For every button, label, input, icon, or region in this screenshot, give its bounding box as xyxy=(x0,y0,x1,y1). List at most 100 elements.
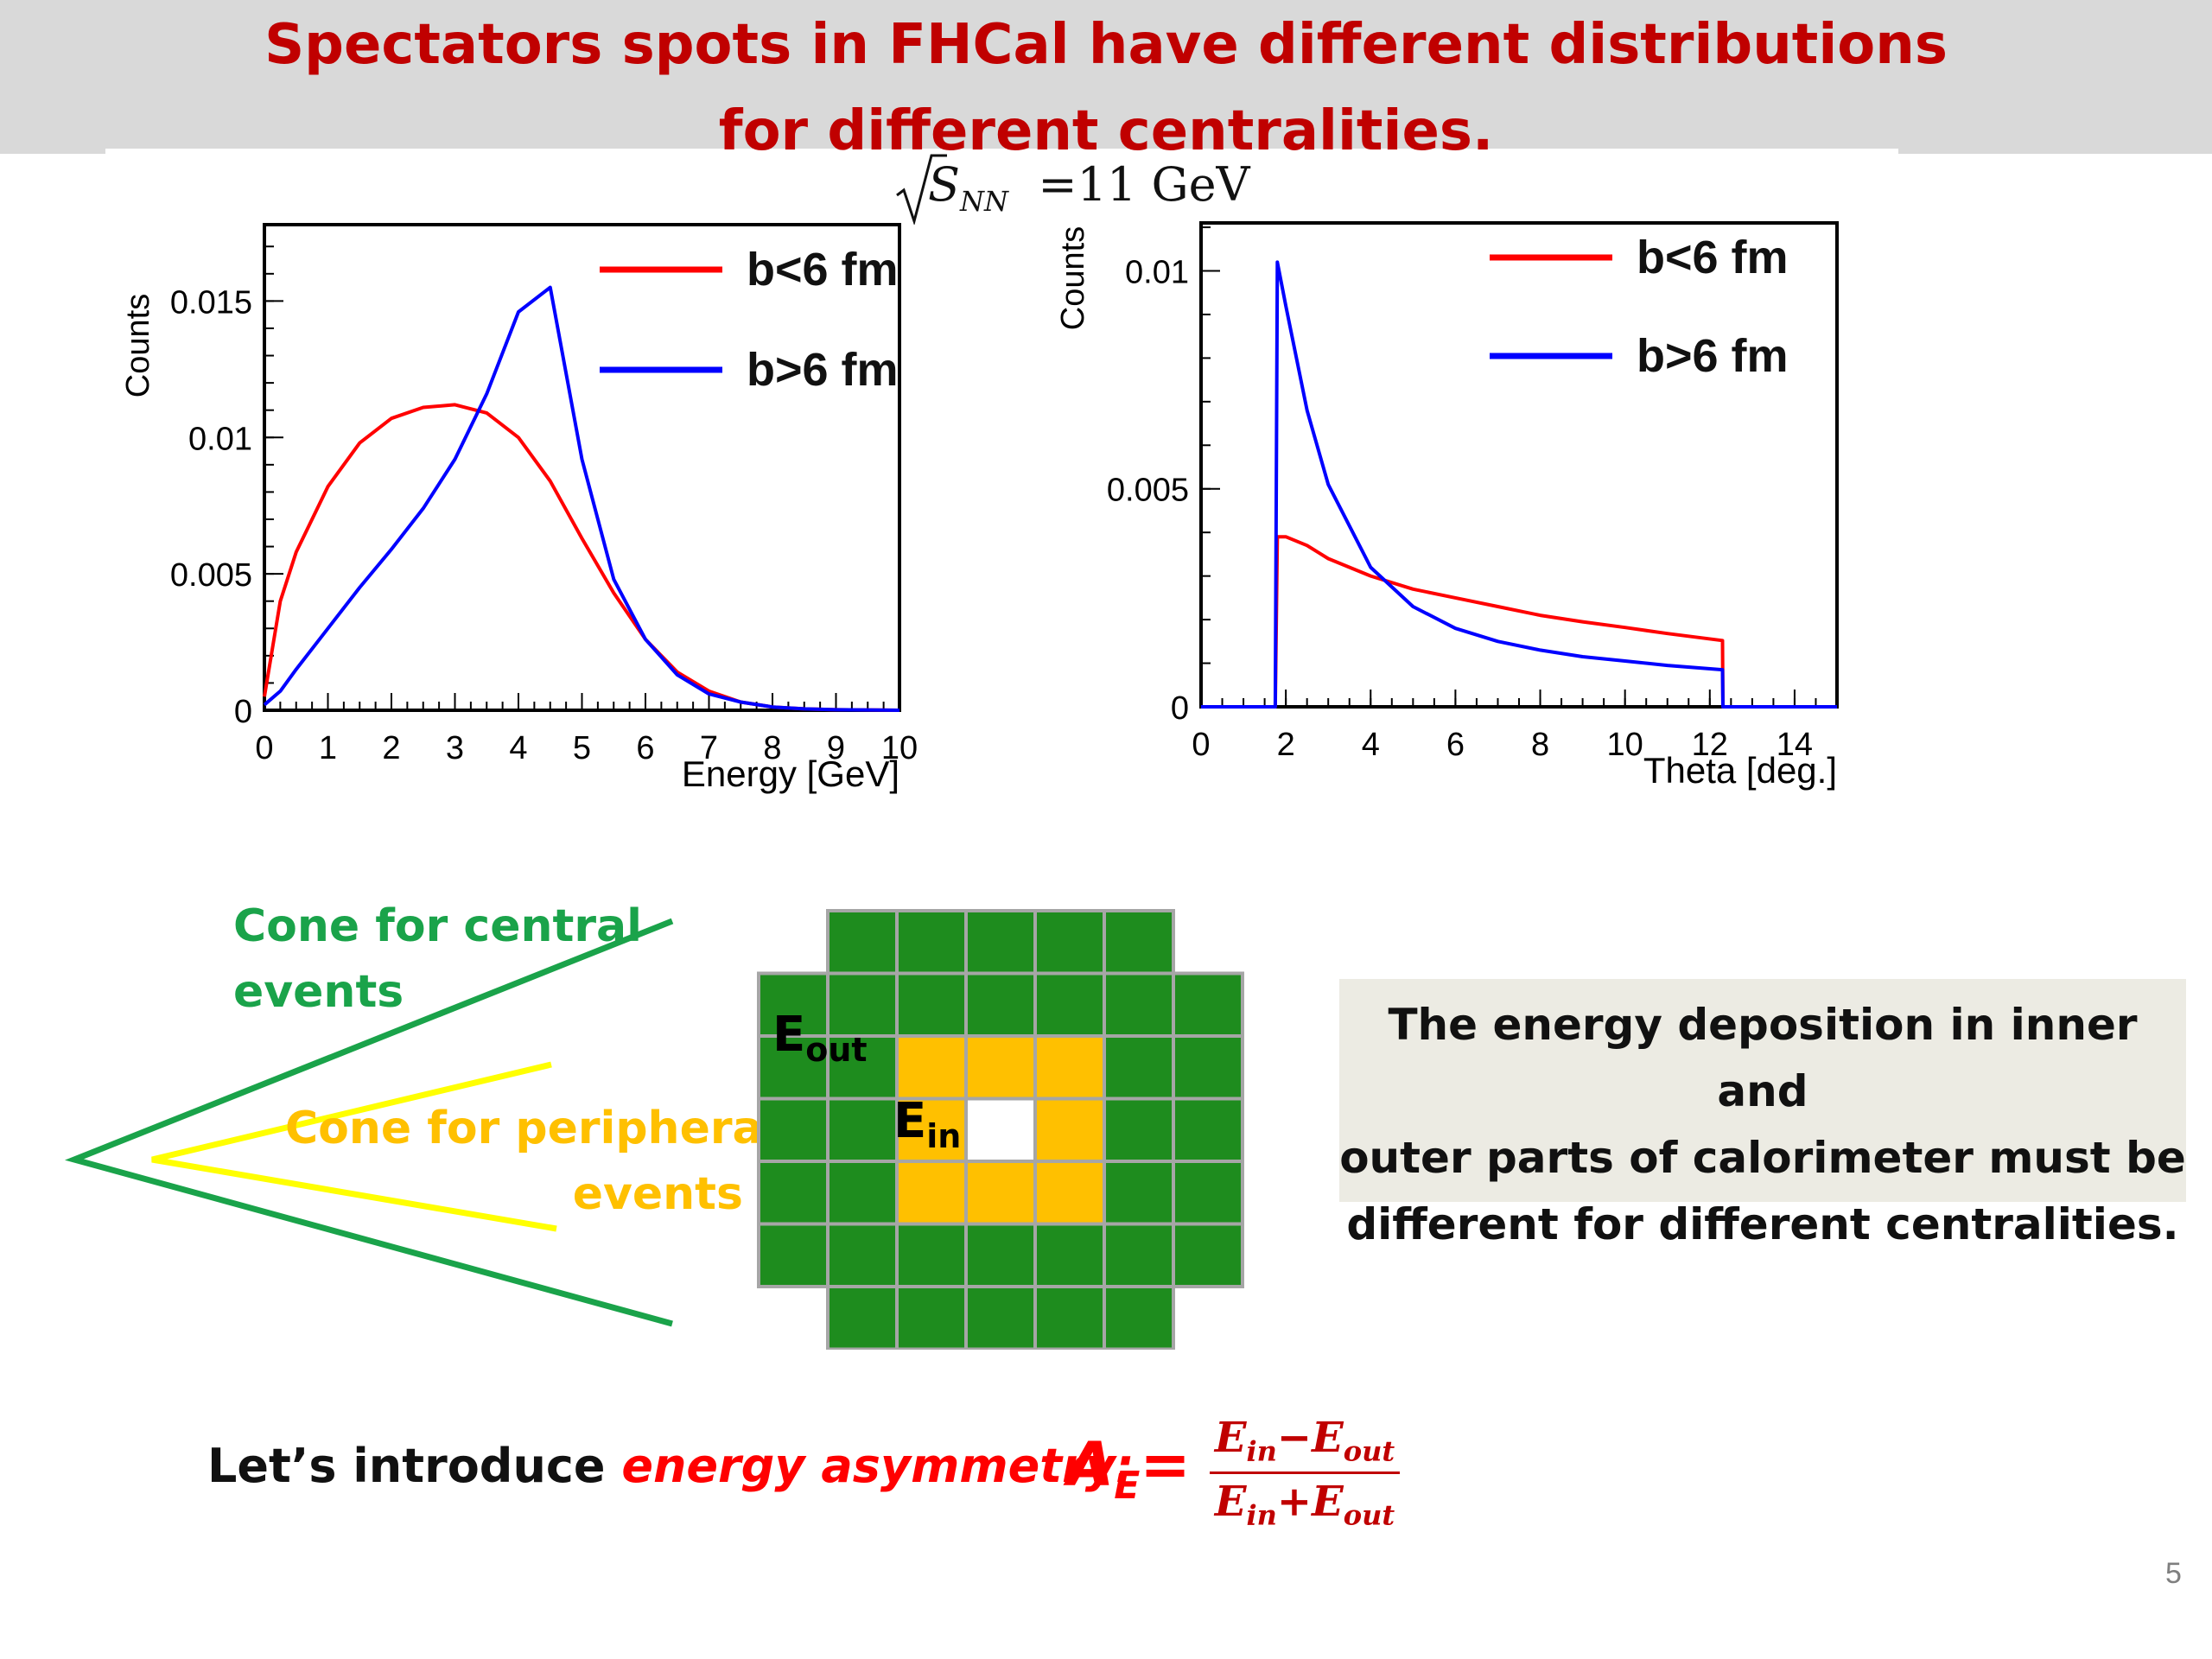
central-cone-label: Cone for central events xyxy=(233,893,642,1025)
outer-module xyxy=(1172,971,1244,1038)
theta-chart-series-b-gt-6fm xyxy=(1201,260,1837,709)
e-in-label: Ein xyxy=(893,1093,962,1156)
inner-module xyxy=(964,1160,1037,1226)
theta-chart-legend-label: b<6 fm xyxy=(1637,232,1789,283)
outer-module xyxy=(826,1160,899,1226)
outer-module xyxy=(1103,1222,1175,1288)
outer-module xyxy=(964,1285,1037,1350)
outer-module xyxy=(826,1096,899,1163)
title-band xyxy=(0,0,2212,154)
note-line-3: different for different centralities. xyxy=(1346,1199,2179,1249)
theta-chart-xtick-label: 8 xyxy=(1531,727,1549,763)
outer-module xyxy=(1033,1285,1106,1350)
energy-chart-xtick-label: 9 xyxy=(827,730,845,766)
energy-chart-ytick-label: 0.005 xyxy=(170,557,252,594)
outer-module xyxy=(1103,1285,1175,1350)
outer-module xyxy=(1033,971,1106,1038)
theta-chart-frame xyxy=(1199,221,1839,709)
title-line-1: Spectators spots in FHCal have different… xyxy=(264,13,1948,77)
theta-chart-series-b-lt-6fm xyxy=(1201,535,1837,709)
fraction-numerator: Ein−Eout xyxy=(1210,1414,1400,1474)
energy-chart-xtick-label: 6 xyxy=(636,730,654,766)
outer-module xyxy=(1103,1034,1175,1101)
outer-module xyxy=(826,1285,899,1350)
energy-chart-frame xyxy=(263,223,901,712)
outer-module xyxy=(895,1222,968,1288)
theta-chart-legend-label: b>6 fm xyxy=(1637,330,1789,382)
energy-chart-legend-label: b<6 fm xyxy=(747,244,899,296)
central-cone-label-line1: Cone for central xyxy=(233,900,642,952)
energy-chart: 0 1 2 3 4 5 6 7 8 9 10 0 0.005 0.01 0.015 b<6 fm b>6 fm… xyxy=(120,223,918,794)
energy-chart-ytick-label: 0.015 xyxy=(170,284,252,321)
sqrt-sign xyxy=(896,154,947,225)
outer-module xyxy=(895,1285,968,1350)
energy-chart-xtick-label: 3 xyxy=(446,730,464,766)
energy-value: =11 GeV xyxy=(1038,157,1250,212)
energy-chart-xtick-label: 4 xyxy=(509,730,527,766)
theta-chart-xtick-label: 2 xyxy=(1277,727,1295,763)
energy-chart-xtick-label: 10 xyxy=(881,730,918,766)
central-cone-lines xyxy=(65,918,674,1327)
outer-module xyxy=(1103,1096,1175,1163)
outer-module xyxy=(964,909,1037,976)
outer-module xyxy=(826,909,899,976)
energy-chart-xtick-label: 1 xyxy=(319,730,337,766)
peripheral-cone-label-line2: events xyxy=(572,1168,743,1220)
cone-diagram xyxy=(65,918,674,1327)
inner-module xyxy=(1033,1160,1106,1226)
intro-text: Let’s introduce xyxy=(207,1439,622,1493)
outer-module xyxy=(964,971,1037,1038)
theta-chart-ytick-label: 0 xyxy=(1171,690,1189,727)
page-number: 5 xyxy=(2165,1557,2182,1590)
outer-module xyxy=(895,971,968,1038)
theta-chart-ylabel: Counts xyxy=(1055,226,1091,330)
outer-module xyxy=(1172,1096,1244,1163)
central-cone-label-line2: events xyxy=(233,966,404,1018)
note-line-1: The energy deposition in inner and xyxy=(1388,1000,2138,1116)
outer-module xyxy=(826,971,899,1038)
theta-chart-xtick-label: 6 xyxy=(1446,727,1465,763)
outer-module xyxy=(895,909,968,976)
energy-chart-legend-label: b>6 fm xyxy=(747,344,899,396)
theta-chart-xtick-label: 0 xyxy=(1192,727,1210,763)
energy-chart-xtick-label: 0 xyxy=(255,730,273,766)
inner-module xyxy=(895,1034,968,1101)
inner-module xyxy=(895,1160,968,1226)
peripheral-cone-label-line1: Cone for peripheral xyxy=(285,1103,779,1154)
theta-chart-ytick-label: 0.005 xyxy=(1107,473,1189,509)
theta-chart-xtick-label: 4 xyxy=(1362,727,1380,763)
note-text: The energy deposition in inner and outer… xyxy=(1339,992,2186,1258)
title-underlay xyxy=(105,149,1898,166)
theta-chart-ytick-label: 0.01 xyxy=(1125,254,1189,290)
theta-chart-xtick-label: 10 xyxy=(1607,727,1643,763)
calorimeter-module-grid xyxy=(757,909,1244,1350)
energy-chart-ytick-label: 0 xyxy=(234,694,252,730)
e-out-label: Eout xyxy=(772,1007,868,1070)
outer-module xyxy=(757,1160,830,1226)
energy-symbol: S xyxy=(928,157,960,212)
outer-module xyxy=(1103,909,1175,976)
energy-chart-xtick-label: 7 xyxy=(700,730,718,766)
outer-module xyxy=(826,1222,899,1288)
note-line-2: outer parts of calorimeter must be xyxy=(1339,1133,2186,1183)
theta-chart: 0 2 4 6 8 10 12 14 0 0.005 0.01 b<6 fm b>6 fm Theta… xyxy=(1055,221,1839,791)
energy-chart-xlabel: Energy [GeV] xyxy=(682,753,899,794)
outer-module xyxy=(1172,1034,1244,1101)
theta-chart-xtick-label: 14 xyxy=(1777,727,1813,763)
outer-module xyxy=(1172,1160,1244,1226)
outer-module xyxy=(757,1222,830,1288)
outer-module xyxy=(1103,971,1175,1038)
energy-chart-ylabel: Counts xyxy=(120,294,156,397)
title-line-2: for different centralities. xyxy=(718,99,1494,163)
peripheral-cone-label: Cone for peripheral events xyxy=(285,1096,779,1227)
energy-chart-xtick-label: 5 xyxy=(573,730,591,766)
inner-module xyxy=(1033,1034,1106,1101)
slide-title: Spectators spots in FHCal have different… xyxy=(0,2,2212,175)
outer-module xyxy=(1033,1222,1106,1288)
energy-chart-ytick-label: 0.01 xyxy=(188,421,252,457)
asymmetry-intro: Let’s introduce energy asymmetry: xyxy=(207,1439,1135,1493)
outer-module xyxy=(1172,1222,1244,1288)
intro-emphasis: energy asymmetry: xyxy=(621,1439,1135,1493)
energy-chart-xtick-label: 8 xyxy=(763,730,781,766)
